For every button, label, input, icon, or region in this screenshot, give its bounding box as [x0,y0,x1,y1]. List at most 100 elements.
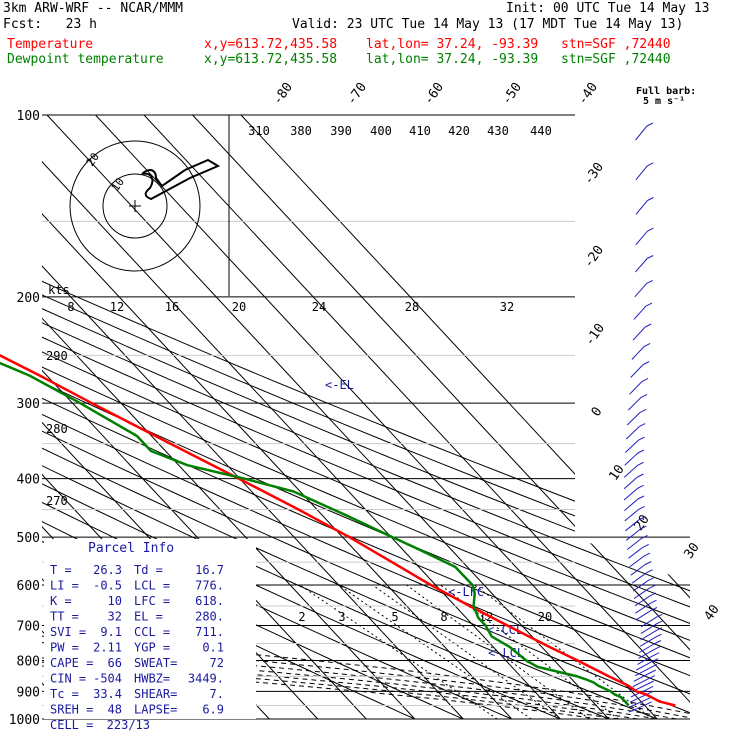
theta-label: 430 [487,124,509,138]
isotherm-label: 30 [681,540,702,561]
pressure-label: 200 [17,291,40,306]
parcel-value: 48 [108,703,122,717]
pressure-label: 900 [17,685,40,700]
mixing-ratio-label: 20 [538,610,552,624]
isotherm-label: -50 [499,80,525,108]
parcel-key: YGP = [134,641,170,655]
parcel-value: 26.3 [93,563,122,577]
moist-adiabat [42,296,690,719]
theta-label: 410 [409,124,431,138]
mixing-ratio-line [338,584,532,719]
theta-label: 440 [530,124,552,138]
theta-label: 420 [448,124,470,138]
theta-label: 400 [370,124,392,138]
isotherm-line [240,115,690,719]
pressure-label: 1000 [9,713,40,728]
parcel-key: EL = [134,610,163,624]
hodograph-units: kts [48,283,70,297]
isotherm-line [42,115,561,719]
parcel-value: 711. [195,625,224,639]
parcel-value: 33.4 [93,687,122,701]
mixing-ratio-line [474,584,653,719]
barb-legend: Full barb: [636,86,696,97]
parcel-value: 0.1 [202,641,224,655]
pressure-label: 800 [17,654,40,669]
pressure-label: 500 [17,531,40,546]
theta-label: 310 [248,124,270,138]
parcel-key: Td = [134,563,163,577]
pressure-label: 700 [17,619,40,634]
isotherm-label: 40 [701,602,722,623]
parcel-value: 7. [210,687,224,701]
parcel-info-box: Parcel Info T = 26.3 Td = 16.7 LI = -0.5 LCL = 7… [44,539,256,732]
hodograph-ring [69,140,201,272]
parcel-value: 618. [195,594,224,608]
isotherm-label: -10 [582,321,608,349]
parcel-key: CCL = [134,625,170,639]
dewpoint-xy: x,y=613.72,435.58 [204,52,338,67]
parcel-key: SREH = [50,703,93,717]
pressure-label: 300 [17,397,40,412]
moist-adiabat-label: 8 [67,300,74,314]
parcel-key: LI = [50,579,79,593]
moist-adiabat-label: 12 [110,300,124,314]
isotherm-line [143,115,690,719]
isotherm-label: 10 [606,462,627,483]
parcel-key: CAPE = [50,656,93,670]
moist-adiabat [42,296,638,719]
pressure-label: 400 [17,473,40,488]
temperature-legend: Temperature [7,37,94,52]
hodograph-ring-label: 10 [109,175,127,193]
wind-barbs [623,122,663,713]
parcel-value: 280. [195,610,224,624]
hodograph-ring [102,173,168,239]
parcel-key: HWBZ= [134,672,170,686]
parcel-key: SVI = [50,625,86,639]
profile-series [0,354,676,707]
annotation-ccl: <-CCL [487,623,523,637]
parcel-box-bg [44,539,256,719]
isotherm-label: 0 [589,404,606,419]
temperature-xy: x,y=613.72,435.58 [204,37,338,52]
mixing-ratio-label: 8 [440,610,447,624]
parcel-value: 6.9 [202,703,224,717]
mixing-ratio-line [372,584,561,719]
parcel-value: 66 [108,656,122,670]
isotherm-line [95,115,658,719]
temperature-station: stn=SGF ,72440 [561,37,671,52]
grid-layer [42,114,690,720]
barb-legend: 5 m s⁻¹ [643,96,685,107]
hodograph-trace [141,158,221,201]
parcel-key: Tc = [50,687,79,701]
isotherm-line [42,115,513,719]
dewpoint-line [0,361,630,707]
moist-adiabat [42,296,690,719]
isotherm-label: -60 [421,80,447,108]
moist-adiabat [42,296,658,719]
isotherm-line [46,115,610,719]
parcel-key: TT = [50,610,79,624]
parcel-key: CIN = [50,672,86,686]
parcel-value: -0.5 [93,579,122,593]
parcel-value: 3449. [188,672,224,686]
parcel-key: SWEAT= [134,656,177,670]
parcel-value: 9.1 [100,625,122,639]
isotherm-line [192,115,690,719]
moist-adiabat-label: 28 [405,300,419,314]
forecast-hour: Fcst: 23 h [3,17,97,32]
isotherm-label: 20 [631,512,652,533]
mixing-ratio-label: 2 [298,610,305,624]
isotherm-label: -70 [344,80,370,108]
theta-label: 280 [46,422,68,436]
hodograph-ring-label: 20 [84,150,102,168]
parcel-key: LFC = [134,594,170,608]
hodograph: 20 10 kts Full barb:5 m s⁻¹ [48,86,696,297]
theta-label: 270 [46,494,68,508]
parcel-value: 16.7 [195,563,224,577]
parcel-key: T = [50,563,72,577]
theta-label: 290 [46,349,68,363]
annotation-el: <-EL [325,378,354,392]
temperature-line [0,354,676,707]
init-time: Init: 00 UTC Tue 14 May 13 [506,1,710,16]
